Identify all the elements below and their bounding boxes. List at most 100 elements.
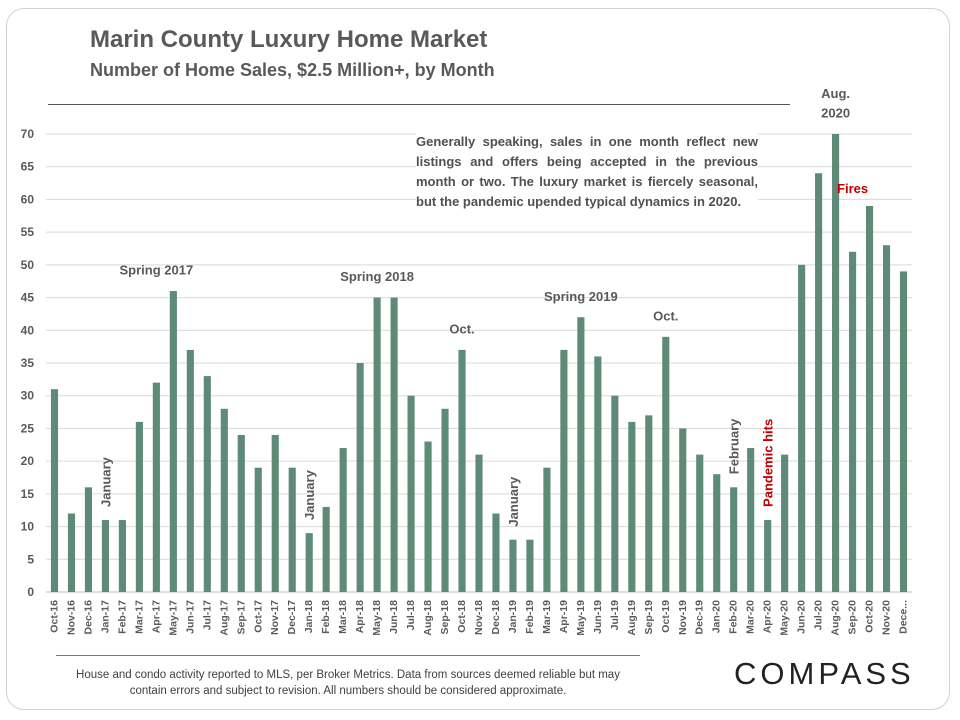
y-tick-label: 55	[21, 225, 35, 239]
annotation-label: Aug.	[821, 86, 850, 101]
x-tick-label: Jul-19	[609, 600, 621, 631]
bar	[458, 349, 466, 592]
annotation-label: January	[98, 456, 113, 507]
annotation-label: Spring 2017	[120, 263, 194, 278]
bar	[899, 271, 908, 592]
annotation-label: Pandemic hits	[761, 419, 776, 507]
annotation-label: February	[727, 418, 742, 474]
x-tick-label: Mar-20	[745, 600, 757, 634]
bar	[492, 513, 500, 592]
annotation-label: Oct.	[449, 322, 474, 337]
x-tick-label: Jul-17	[201, 600, 213, 631]
x-tick-label: Jun-20	[796, 600, 808, 634]
bar	[594, 356, 602, 592]
annotation-label: January	[506, 476, 521, 527]
y-tick-label: 35	[21, 356, 35, 370]
bar	[865, 205, 874, 592]
x-tick-label: Nov-19	[677, 600, 689, 635]
bar	[882, 245, 891, 592]
x-tick-label: Mar-19	[541, 600, 553, 634]
bar	[135, 421, 143, 592]
x-tick-label: Jun-17	[184, 600, 196, 634]
bar	[781, 454, 789, 592]
y-tick-label: 20	[21, 454, 35, 468]
x-tick-label: Jan-17	[99, 600, 111, 633]
bar	[271, 434, 279, 592]
annotation-label: Fires	[837, 181, 868, 196]
x-tick-label: Oct-19	[660, 600, 672, 633]
x-tick-label: Nov-18	[473, 600, 485, 635]
bar	[254, 467, 262, 592]
x-tick-label: Oct-20	[864, 600, 876, 633]
header-divider	[48, 104, 790, 105]
bar	[288, 467, 296, 592]
x-tick-label: Feb-20	[728, 600, 740, 634]
x-tick-label: Aug-17	[218, 600, 230, 636]
bar	[373, 297, 381, 592]
x-tick-label: Dec-19	[694, 600, 706, 635]
x-tick-label: May-20	[779, 600, 791, 636]
annotation-label: Spring 2018	[340, 269, 414, 284]
x-tick-label: Apr-19	[558, 600, 570, 633]
annotation-label: 2020	[821, 106, 850, 121]
x-tick-label: Jun-18	[388, 600, 400, 634]
bar	[475, 454, 483, 592]
bar	[696, 454, 704, 592]
x-tick-label: Sep-20	[847, 600, 859, 635]
x-tick-label: Oct-18	[456, 600, 468, 633]
x-tick-label: Nov-16	[65, 600, 77, 635]
x-tick-label: Apr-18	[354, 600, 366, 633]
bar	[764, 520, 772, 592]
y-tick-label: 70	[21, 127, 35, 141]
y-tick-label: 30	[21, 389, 35, 403]
bar	[407, 395, 415, 592]
bar	[543, 467, 551, 592]
bar	[169, 291, 177, 592]
y-tick-label: 50	[21, 258, 35, 272]
y-tick-label: 65	[21, 160, 35, 174]
bar	[509, 539, 517, 592]
y-tick-label: 0	[27, 585, 34, 599]
annotation-label: January	[302, 469, 317, 520]
explanatory-note: Generally speaking, sales in one month r…	[416, 130, 758, 214]
x-tick-label: Feb-17	[116, 600, 128, 634]
bar	[611, 395, 619, 592]
x-tick-label: Oct-16	[48, 600, 60, 633]
bar	[305, 533, 313, 592]
bar	[747, 448, 755, 592]
bar	[526, 539, 534, 592]
x-tick-label: May-17	[167, 600, 179, 636]
bar	[577, 317, 585, 592]
x-tick-label: Feb-18	[320, 600, 332, 634]
bar	[798, 264, 806, 592]
bar	[390, 297, 398, 592]
bar	[101, 520, 109, 592]
y-tick-label: 40	[21, 323, 35, 337]
x-tick-label: Jul-18	[405, 600, 417, 631]
x-tick-label: Dec-18	[490, 600, 502, 635]
bar	[815, 173, 823, 592]
bar	[713, 474, 721, 592]
bar	[679, 428, 687, 592]
bar	[645, 415, 653, 592]
bar	[628, 421, 636, 592]
y-tick-label: 45	[21, 291, 35, 305]
x-tick-label: Mar-17	[133, 600, 145, 634]
chart-subtitle: Number of Home Sales, $2.5 Million+, by …	[90, 60, 495, 80]
x-tick-label: Apr-20	[762, 600, 774, 633]
x-tick-label: May-19	[575, 600, 587, 636]
x-tick-label: Sep-17	[235, 600, 247, 635]
x-tick-label: Aug-18	[422, 600, 434, 636]
x-tick-label: Sep-19	[643, 600, 655, 635]
source-footnote: House and condo activity reported to MLS…	[76, 669, 620, 697]
x-tick-label: Sep-18	[439, 600, 451, 635]
bar	[730, 487, 738, 592]
y-tick-label: 15	[21, 487, 35, 501]
x-tick-label: Jan-18	[303, 600, 315, 633]
bar	[186, 349, 194, 592]
x-tick-label: Dec-17	[286, 600, 298, 635]
y-tick-label: 5	[27, 552, 34, 566]
x-tick-label: Nov-20	[881, 600, 893, 635]
footer-divider	[56, 655, 640, 656]
bar	[356, 363, 364, 592]
